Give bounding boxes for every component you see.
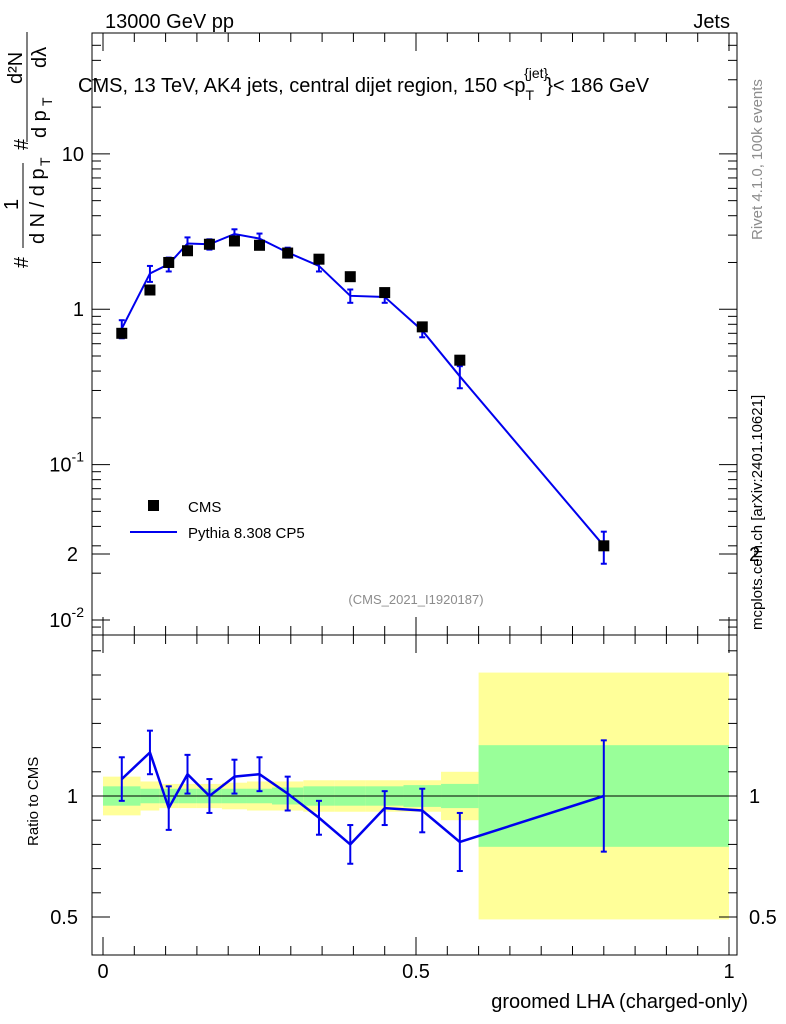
rivet-version-label: Rivet 4.1.0, 100k events <box>749 79 766 240</box>
cms-data-point <box>144 284 156 296</box>
ylabel-t-sub-1: T <box>37 157 53 166</box>
ylabel-dpt-dlambda: d p <box>29 110 51 138</box>
x-axis-label: groomed LHA (charged-only) <box>491 991 748 1013</box>
x-tick-label: 0 <box>97 961 108 983</box>
ratio-y-tick-label-left: 2 <box>67 544 78 566</box>
main-y-tick-exponent: -1 <box>72 449 85 465</box>
main-y-tick-label: 10-2 <box>49 604 84 632</box>
cms-data-point <box>379 287 391 299</box>
cms-data-point <box>228 235 240 247</box>
cms-data-point <box>116 327 128 339</box>
legend-label-cms: CMS <box>188 499 221 516</box>
plot-title-tail: }< 186 GeV <box>546 75 650 97</box>
ylabel-hash-1: # <box>11 256 33 268</box>
x-tick-label: 0.5 <box>402 961 430 983</box>
main-panel-frame <box>91 32 738 636</box>
main-axes: 10-2 10-1 1 10 <box>49 32 737 636</box>
main-series-layer <box>116 228 610 565</box>
ratio-y-tick-label-left: 1 <box>67 786 78 808</box>
ratio-y-tick-label-right: 0.5 <box>749 907 777 929</box>
cms-data-point <box>203 238 215 250</box>
header-category-label: Jets <box>693 11 730 33</box>
ylabel-d2n: d²N <box>5 52 27 84</box>
cms-data-point <box>313 253 325 265</box>
main-y-tick-exponent: -2 <box>72 604 85 620</box>
plot-title-superscript: {jet} <box>524 65 548 81</box>
x-tick-label: 1 <box>723 961 734 983</box>
cms-data-point <box>182 245 194 257</box>
main-y-tick-label: 10-1 <box>49 449 84 477</box>
plot-title-subscript: T <box>526 87 535 103</box>
ratio-y-axis-label: Ratio to CMS <box>25 757 42 846</box>
cms-data-point <box>416 321 428 333</box>
ylabel-dn-dpt: d N / d p <box>27 168 49 244</box>
legend: CMS Pythia 8.308 CP5 <box>130 499 305 542</box>
ratio-y-tick-label-right: 2 <box>749 544 760 566</box>
ratio-series-layer <box>118 729 607 873</box>
cms-data-point <box>598 540 610 552</box>
ylabel-hash-2: # <box>11 138 33 150</box>
plot-title: CMS, 13 TeV, AK4 jets, central dijet reg… <box>78 65 650 103</box>
cms-data-point <box>254 239 265 251</box>
ylabel-t-sub-2: T <box>39 97 55 106</box>
header-energy-label: 13000 GeV pp <box>105 11 234 33</box>
main-y-tick-label: 1 <box>73 299 84 321</box>
mcplots-label: mcplots.cern.ch [arXiv:2401.10621] <box>749 395 766 630</box>
cms-data-point <box>344 271 356 283</box>
ratio-axes: 0.5 0.5 1 1 2 2 0 0.5 1 <box>50 544 777 983</box>
ratio-pythia-line <box>120 750 605 847</box>
analysis-watermark: (CMS_2021_I1920187) <box>348 592 483 607</box>
legend-marker-cms <box>148 500 159 511</box>
ratio-panel-frame <box>91 634 738 956</box>
plot-title-lead: CMS, 13 TeV, AK4 jets, central dijet reg… <box>78 75 526 97</box>
legend-label-pythia: Pythia 8.308 CP5 <box>188 525 305 542</box>
ratio-y-tick-label-left: 0.5 <box>50 907 78 929</box>
main-y-tick-label: 10 <box>62 144 84 166</box>
cms-data-point <box>282 247 294 259</box>
main-y-axis-label: # 1 d N / d p T # d²N d p T dλ <box>1 32 55 268</box>
ratio-y-tick-label-right: 1 <box>749 786 760 808</box>
ylabel-dlambda: dλ <box>29 47 51 68</box>
cms-data-point <box>454 354 466 366</box>
ylabel-one: 1 <box>1 199 23 210</box>
cms-data-point <box>163 256 175 268</box>
